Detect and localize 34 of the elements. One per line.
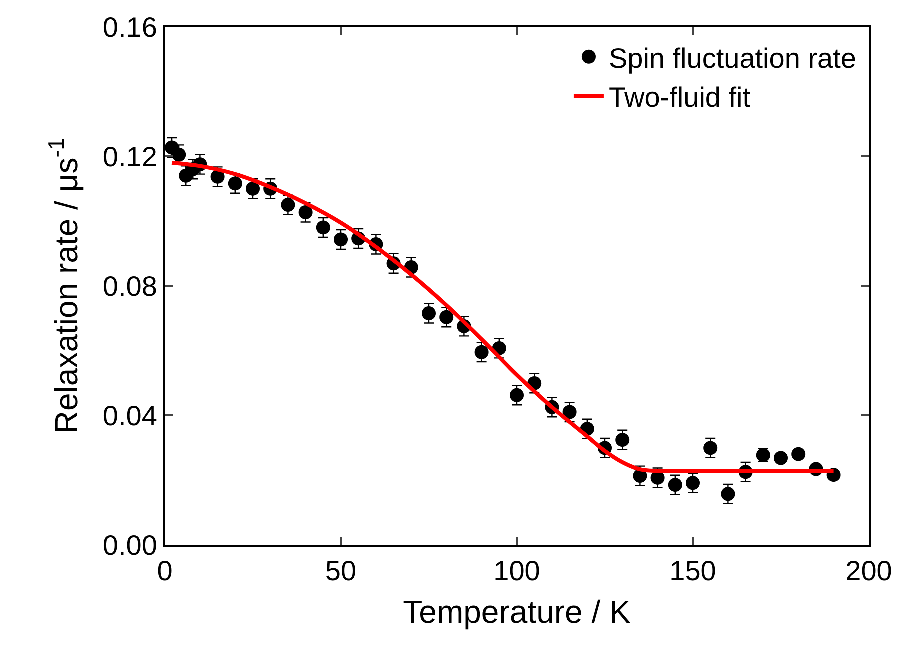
point <box>616 433 630 448</box>
point <box>316 220 330 235</box>
point <box>686 476 700 490</box>
x-axis-title: Temperature / K <box>403 594 631 630</box>
point <box>668 478 682 492</box>
x-tick-label: 50 <box>325 556 357 587</box>
point <box>246 182 260 196</box>
legend-label: Spin fluctuation rate <box>608 42 856 74</box>
x-tick-label: 150 <box>670 556 716 587</box>
point <box>228 176 242 191</box>
point <box>792 447 806 462</box>
point <box>650 470 665 485</box>
legend-label: Two-fluid fit <box>608 82 751 114</box>
y-tick-label: 0.16 <box>102 12 158 43</box>
point <box>721 487 736 502</box>
point <box>298 206 313 220</box>
x-tick-label: 200 <box>846 556 892 587</box>
point <box>422 306 436 321</box>
y-tick-label: 0.00 <box>102 530 158 561</box>
y-tick-label: 0.12 <box>102 141 158 172</box>
point <box>172 148 186 162</box>
x-tick-label: 100 <box>494 556 540 587</box>
y-tick-label: 0.08 <box>102 270 158 302</box>
point <box>704 441 718 456</box>
point <box>774 451 788 466</box>
point <box>510 388 524 402</box>
point <box>210 170 225 184</box>
point <box>562 405 577 420</box>
point <box>334 232 348 247</box>
point <box>281 198 296 212</box>
point <box>440 310 454 324</box>
x-tick-label: 0 <box>157 556 173 587</box>
point <box>474 345 489 360</box>
y-tick-label: 0.04 <box>102 400 158 432</box>
